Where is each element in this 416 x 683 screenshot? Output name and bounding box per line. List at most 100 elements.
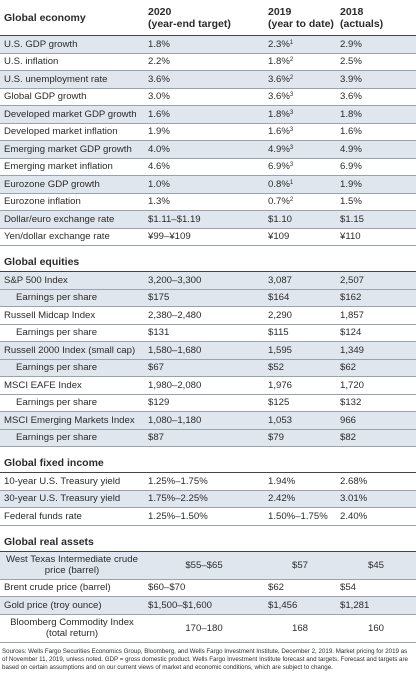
section-title: Global real assets — [4, 535, 94, 548]
cell-value: 2,507 — [340, 274, 365, 286]
cell: 2.68% — [336, 476, 416, 487]
cell-value: 1.25%–1.50% — [148, 510, 208, 522]
cell-value: 3.01% — [340, 493, 368, 505]
cell: 1.75%–2.25% — [144, 493, 264, 504]
cell: 1,053 — [264, 415, 336, 426]
table-row: Global GDP growth 3.0% 3.6%3 3.6% — [0, 89, 416, 106]
cell-value: 1.94% — [268, 475, 296, 487]
cell: 168 — [264, 623, 336, 634]
cell: 1.8% — [144, 39, 264, 50]
cell-value: 0.7% — [268, 196, 290, 208]
cell: $62 — [264, 582, 336, 593]
cell: ¥99–¥109 — [144, 231, 264, 242]
cell: $1.11–$1.19 — [144, 214, 264, 225]
cell-value: 1.6% — [340, 126, 362, 138]
column-sub: (actuals) — [340, 17, 384, 30]
cell-value: 2,380–2,480 — [148, 309, 202, 321]
cell-value: 1.8% — [340, 108, 362, 120]
section-header: Global real assets — [0, 530, 416, 552]
cell-value: 1.8% — [268, 108, 290, 120]
cell: 1.6% — [336, 126, 416, 137]
cell-value: 6.9% — [268, 161, 290, 173]
cell: 1,720 — [336, 380, 416, 391]
row-label: Russell 2000 Index (small cap) — [4, 344, 136, 356]
cell: 1.8%3 — [264, 109, 336, 120]
cell: 2,380–2,480 — [144, 310, 264, 321]
cell: $162 — [336, 292, 416, 303]
cell-value: 1.6% — [268, 126, 290, 138]
row-label: U.S. GDP growth — [4, 38, 78, 50]
column-header: 2020 (year-end target) — [144, 6, 264, 30]
cell: $132 — [336, 397, 416, 408]
cell-value: ¥99–¥109 — [148, 231, 191, 243]
table-row: Developed market GDP growth 1.6% 1.8%3 1.8% — [0, 106, 416, 124]
cell-value: $1.10 — [268, 213, 293, 225]
cell-value: 1.6% — [148, 108, 170, 120]
table-row: Eurozone GDP growth 1.0% 0.8%1 1.9% — [0, 176, 416, 194]
row-label: Earnings per share — [16, 327, 98, 339]
cell-value: $62 — [340, 362, 357, 374]
cell: $79 — [264, 432, 336, 443]
cell: 6.9%3 — [264, 161, 336, 172]
cell-value: 160 — [367, 622, 384, 634]
footnote-mark: 2 — [289, 57, 294, 64]
cell-value: 2.42% — [268, 493, 296, 505]
footnote-mark: 1 — [289, 39, 294, 46]
cell: ¥110 — [336, 231, 416, 242]
column-sub: (year to date) — [268, 17, 334, 30]
cell: $115 — [264, 327, 336, 338]
table-row: Brent crude price (barrel) $60–$70 $62 $54 — [0, 580, 416, 597]
cell-value: $132 — [340, 397, 362, 409]
row-label: Dollar/euro exchange rate — [4, 213, 115, 225]
cell-value: $1,500–$1,600 — [148, 599, 213, 611]
column-year: 2019 — [268, 5, 292, 18]
table-row: Earnings per share $67 $52 $62 — [0, 359, 416, 377]
cell-value: 2.40% — [340, 510, 368, 522]
cell: $82 — [336, 432, 416, 443]
section-header: Global fixed income — [0, 451, 416, 473]
cell-value: 3.6% — [268, 91, 290, 103]
cell: 3.0% — [144, 91, 264, 102]
footnote-mark: 3 — [289, 92, 294, 99]
cell: 4.9% — [336, 144, 416, 155]
cell: 0.7%2 — [264, 196, 336, 207]
cell: 1,980–2,080 — [144, 380, 264, 391]
cell: 2,290 — [264, 310, 336, 321]
cell-value: 1,053 — [268, 414, 293, 426]
cell: 0.8%1 — [264, 179, 336, 190]
cell-value: 1.50%–1.75% — [268, 510, 328, 522]
cell: $1,500–$1,600 — [144, 600, 264, 611]
cell: 170–180 — [144, 623, 264, 634]
cell-value: 4.6% — [148, 161, 170, 173]
row-label: Brent crude price (barrel) — [4, 582, 111, 594]
cell-value: 3,087 — [268, 274, 293, 286]
cell-value: $87 — [148, 432, 165, 444]
cell-value: $1.15 — [340, 213, 365, 225]
cell: $125 — [264, 397, 336, 408]
cell-value: 2.3% — [268, 38, 290, 50]
row-label: 30-year U.S. Treasury yield — [4, 493, 121, 505]
column-header: 2018 (actuals) — [336, 6, 416, 30]
cell-value: 0.8% — [268, 178, 290, 190]
cell: 2.3%1 — [264, 39, 336, 50]
cell: 4.0% — [144, 144, 264, 155]
row-label: Federal funds rate — [4, 510, 82, 522]
cell-value: 2,290 — [268, 309, 293, 321]
table-row: Developed market inflation 1.9% 1.6%3 1.6% — [0, 124, 416, 141]
cell: 4.9%3 — [264, 144, 336, 155]
table-row: Emerging market inflation 4.6% 6.9%3 6.9% — [0, 159, 416, 176]
cell: 3,200–3,300 — [144, 275, 264, 286]
cell: 1.6% — [144, 109, 264, 120]
cell: 4.6% — [144, 161, 264, 172]
table-row: West Texas Intermediate crude price (bar… — [0, 551, 416, 580]
cell-value: $129 — [148, 397, 170, 409]
cell: 3.6%2 — [264, 74, 336, 85]
table-row: MSCI EAFE Index 1,980–2,080 1,976 1,720 — [0, 377, 416, 395]
table-row: U.S. unemployment rate 3.6% 3.6%2 3.9% — [0, 71, 416, 89]
cell-value: $52 — [268, 362, 285, 374]
cell-value: 1.3% — [148, 196, 170, 208]
cell-value: 1.8% — [268, 56, 290, 68]
cell-value: $67 — [148, 362, 165, 374]
cell-value: 3.6% — [340, 91, 362, 103]
